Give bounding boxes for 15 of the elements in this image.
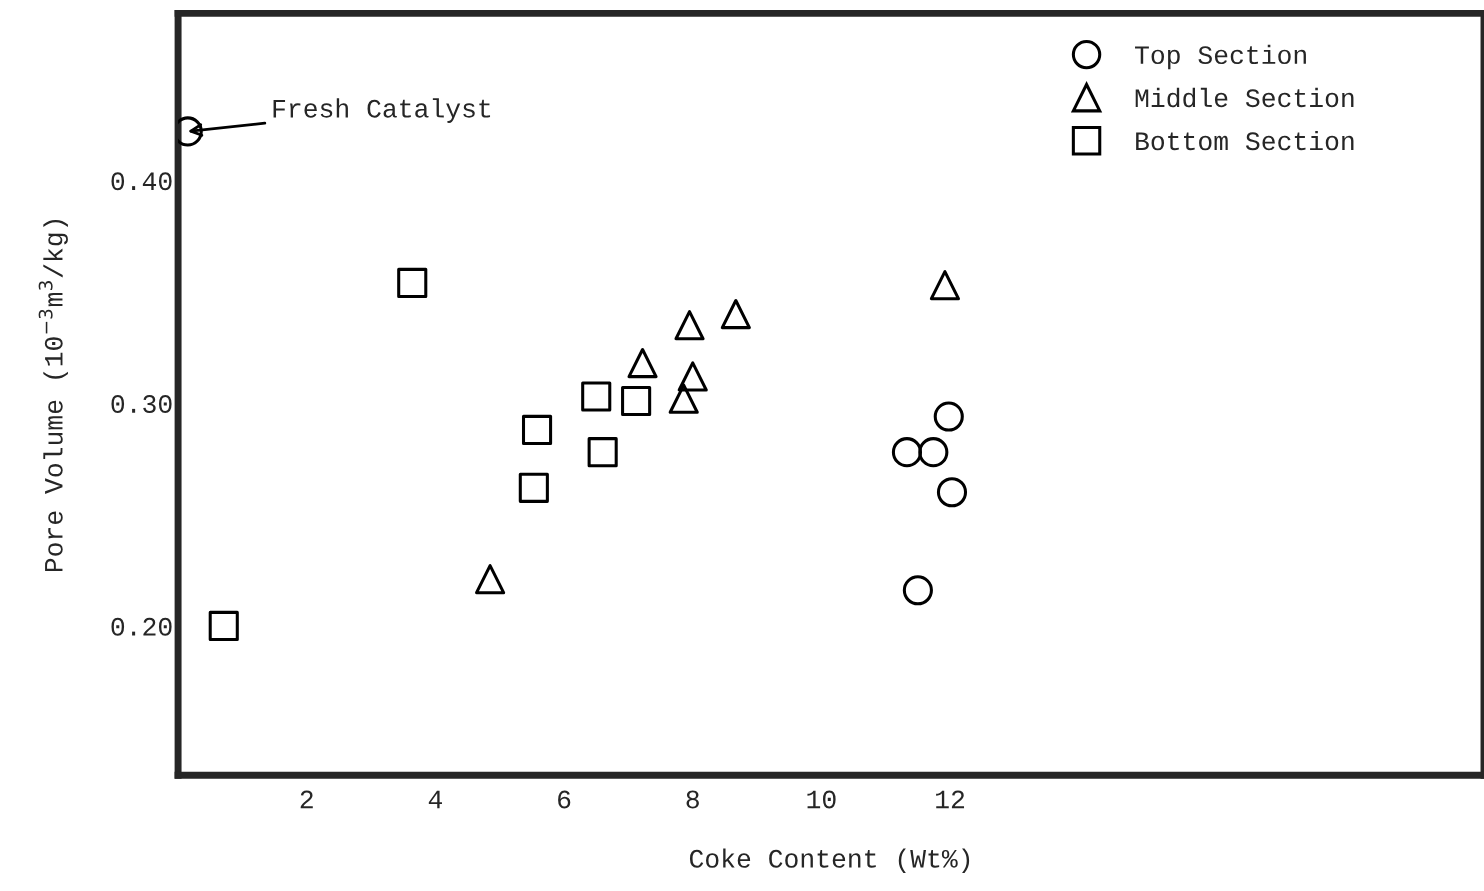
legend-label: Top Section [1135, 44, 1306, 70]
y-axis-title: Pore Volume (10$^{−3}$m$^{3}$/kg) [38, 219, 68, 572]
x-tick-label: 6 [558, 790, 571, 809]
annotation: Fresh Catalyst [273, 98, 491, 123]
y-tick-label: 0.20 [111, 617, 172, 636]
y-tick-label: 0.40 [111, 172, 172, 191]
y-tick-label: 0.30 [111, 395, 172, 413]
x-axis-title: Coke Content (Wt%) [689, 848, 970, 873]
x-tick-label: 2 [300, 790, 313, 809]
x-tick-label: 10 [807, 790, 836, 809]
x-tick-label: 8 [686, 790, 699, 809]
x-tick-label: 4 [428, 790, 442, 809]
legend-label: Middle Section [1135, 87, 1354, 108]
legend-label: Bottom Section [1136, 130, 1354, 151]
x-tick-label: 12 [936, 790, 965, 809]
